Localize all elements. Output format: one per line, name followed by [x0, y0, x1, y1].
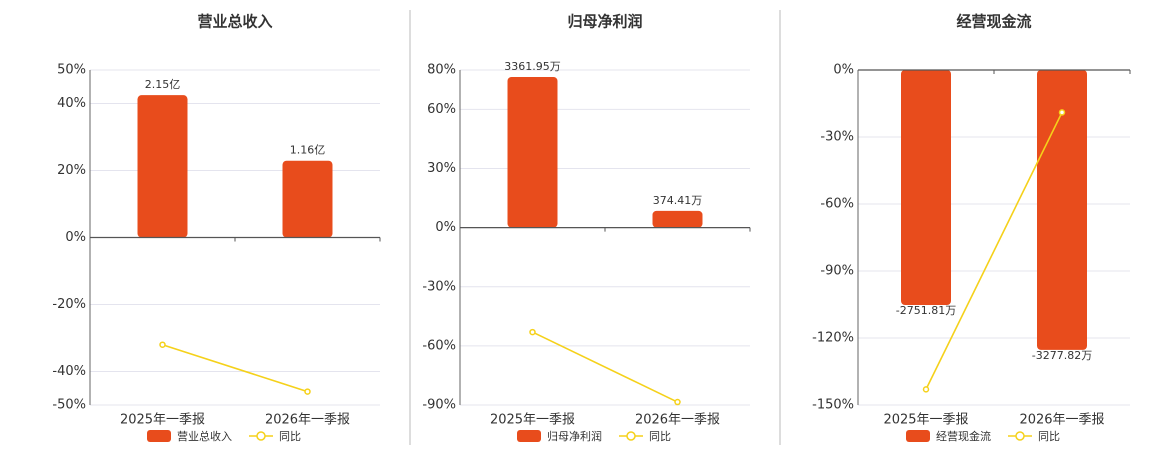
line — [162, 343, 308, 393]
legend-label: 归母净利润 — [547, 429, 602, 443]
legend-swatch — [147, 430, 171, 442]
value-label: -3277.82万 — [1032, 349, 1092, 362]
y-tick-label: -30% — [422, 279, 456, 294]
value-label: 2.15亿 — [145, 78, 181, 91]
y-tick-label: 0% — [65, 230, 86, 245]
bar — [282, 160, 333, 238]
chart-title: 经营现金流 — [956, 13, 1031, 31]
point — [1058, 109, 1066, 116]
legend-swatch — [1015, 431, 1025, 441]
legend-swatch — [256, 431, 266, 441]
legend-label: 同比 — [1038, 430, 1060, 443]
y-tick-label: -90% — [422, 398, 456, 413]
y-tick-label: 30% — [427, 161, 456, 176]
legend-swatch — [906, 430, 930, 442]
y-tick-label: -40% — [52, 364, 86, 379]
y-tick-label: -50% — [52, 398, 86, 413]
y-tick-label: 20% — [57, 163, 86, 178]
bar — [1037, 70, 1087, 350]
legend-swatch — [626, 431, 636, 441]
point — [674, 398, 681, 406]
legend-label: 经营现金流 — [936, 429, 991, 443]
y-tick-label: 80% — [427, 63, 456, 78]
legend-label: 同比 — [279, 430, 301, 443]
line — [532, 331, 678, 403]
legend-label: 营业总收入 — [177, 429, 232, 443]
y-tick-label: -60% — [422, 338, 456, 353]
chart-title: 归母净利润 — [567, 13, 642, 31]
legend-swatch — [517, 430, 541, 442]
line — [925, 112, 1063, 390]
y-tick-label: 60% — [427, 102, 456, 117]
y-tick-label: 40% — [57, 96, 86, 111]
y-tick-label: -20% — [52, 297, 86, 312]
y-tick-label: 50% — [57, 63, 86, 78]
y-tick-label: -60% — [820, 197, 854, 212]
x-tick-label: 2025年一季报 — [490, 413, 575, 428]
y-tick-label: -150% — [812, 398, 854, 413]
y-tick-label: 0% — [833, 63, 854, 78]
value-label: -2751.81万 — [896, 304, 956, 317]
point — [304, 388, 311, 395]
bar — [652, 210, 703, 228]
value-label: 374.41万 — [653, 194, 703, 207]
bar — [901, 70, 951, 305]
value-label: 1.16亿 — [290, 144, 326, 157]
y-tick-label: -90% — [820, 264, 854, 279]
x-tick-label: 2025年一季报 — [120, 413, 205, 428]
chart-title: 营业总收入 — [197, 13, 272, 31]
y-tick-label: 0% — [435, 220, 456, 235]
point — [922, 386, 930, 393]
y-tick-label: -30% — [820, 130, 854, 145]
x-tick-label: 2026年一季报 — [265, 413, 350, 428]
x-tick-label: 2025年一季报 — [883, 413, 968, 428]
value-label: 3361.95万 — [504, 60, 561, 73]
point — [159, 341, 166, 348]
point — [529, 328, 536, 336]
y-tick-label: -120% — [812, 331, 854, 346]
legend-label: 同比 — [649, 430, 671, 443]
bar — [507, 76, 558, 228]
bar — [137, 95, 188, 238]
x-tick-label: 2026年一季报 — [635, 413, 720, 428]
x-tick-label: 2026年一季报 — [1019, 413, 1104, 428]
